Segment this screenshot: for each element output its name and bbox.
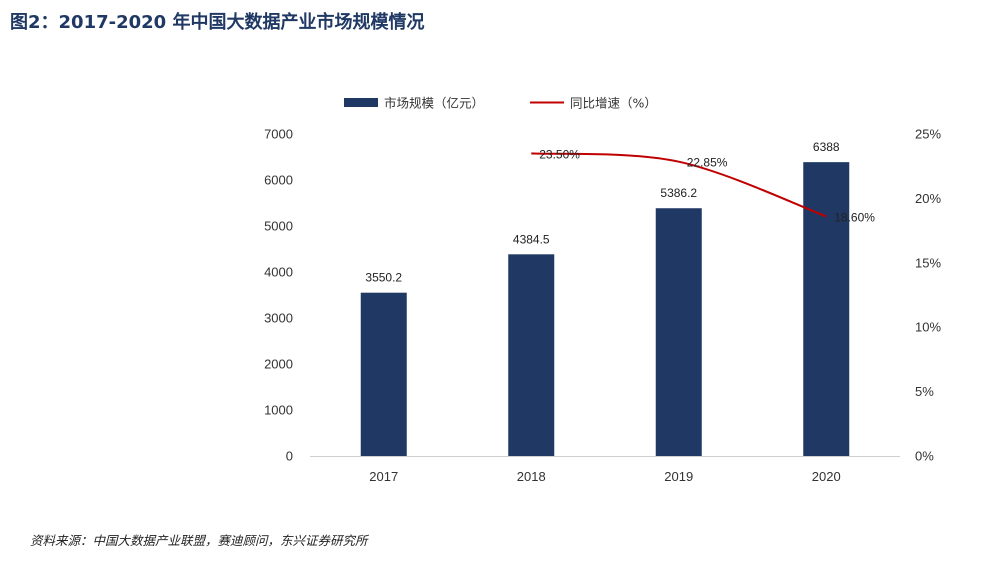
y-right-tick-label: 25% — [915, 127, 941, 142]
y-right-tick-label: 5% — [915, 384, 934, 399]
y-left-tick-label: 5000 — [264, 219, 293, 234]
bar — [360, 292, 407, 456]
y-left-tick-label: 6000 — [264, 173, 293, 188]
y-left-tick-label: 0 — [286, 449, 293, 464]
legend-bar-label: 市场规模（亿元） — [384, 96, 484, 111]
growth-rate-line — [531, 152, 827, 218]
y-left-tick-label: 2000 — [264, 357, 293, 372]
x-tick-label: 2017 — [369, 469, 398, 484]
bar-data-label: 4384.5 — [513, 232, 550, 246]
bar-data-label: 5386.2 — [660, 186, 697, 200]
y-right-tick-label: 0% — [915, 449, 934, 464]
line-data-label: 18.60% — [834, 210, 875, 224]
y-left-tick-label: 7000 — [264, 127, 293, 142]
y-left-tick-label: 1000 — [264, 403, 293, 418]
x-tick-label: 2020 — [812, 469, 841, 484]
bar — [655, 208, 702, 456]
bar — [508, 254, 555, 456]
bar-data-label: 3550.2 — [365, 271, 402, 285]
line-data-label: 23.50% — [539, 147, 580, 161]
figure-title: 图2：2017-2020 年中国大数据产业市场规模情况 — [10, 12, 425, 33]
legend-line-label: 同比增速（%） — [570, 96, 657, 111]
line-data-label: 22.85% — [687, 156, 728, 170]
legend-bar-swatch — [344, 98, 378, 107]
x-tick-label: 2018 — [517, 469, 546, 484]
y-right-tick-label: 20% — [915, 191, 941, 206]
bar-data-label: 6388 — [813, 140, 840, 154]
source-note: 资料来源：中国大数据产业联盟，赛迪顾问，东兴证券研究所 — [30, 533, 368, 548]
y-left-tick-label: 3000 — [264, 311, 293, 326]
y-left-tick-label: 4000 — [264, 265, 293, 280]
y-right-tick-label: 15% — [915, 255, 941, 270]
y-right-tick-label: 10% — [915, 320, 941, 335]
bar — [803, 162, 850, 457]
x-tick-label: 2019 — [664, 469, 693, 484]
